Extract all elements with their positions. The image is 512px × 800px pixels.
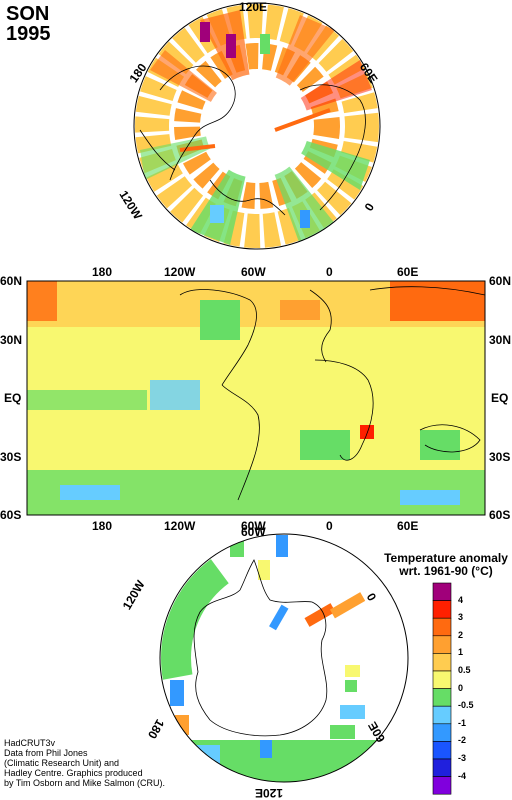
lat-label-eq-right: EQ [491, 391, 509, 405]
season-label: SON [6, 3, 50, 25]
legend-tick-label: -0.5 [458, 700, 474, 711]
lon-label-60w-top: 60W [241, 265, 266, 279]
credit-line: Hadley Centre. Graphics produced [4, 768, 143, 778]
legend-tick-label: -2 [458, 735, 467, 746]
world-map [26, 280, 486, 516]
legend-swatch [432, 776, 452, 795]
legend-tick-label: 3 [458, 612, 464, 623]
south-polar-map [159, 533, 409, 783]
north-polar-map [133, 2, 381, 250]
legend-colorbar [432, 582, 452, 795]
credit-line: HadCRUT3v [4, 738, 56, 748]
lon-label-60e-bottom: 60E [397, 519, 419, 533]
south-label-60w: 60W [241, 525, 266, 539]
credit-line: by Tim Osborn and Mike Salmon (CRU). [4, 778, 166, 788]
lat-label-60n-right: 60N [489, 274, 512, 288]
antarctica-coastline [193, 559, 328, 737]
lat-label-60n-left: 60N [0, 274, 23, 288]
legend-tick-label: 0 [458, 682, 464, 693]
legend-tick-label: 2 [458, 629, 464, 640]
lon-label-60w-bottom: 60W [241, 519, 266, 533]
north-coastlines [139, 65, 366, 216]
legend-swatch [432, 723, 452, 742]
legend-swatch [432, 705, 452, 725]
credit-line: (Climatic Research Unit) and [4, 758, 120, 768]
legend-tick-label: -1 [458, 717, 467, 728]
legend-title-line2: wrt. 1961-90 (°C) [399, 564, 493, 578]
lat-label-60s-right: 60S [489, 508, 511, 522]
legend-swatch [432, 688, 452, 707]
lat-label-30n-right: 30N [489, 333, 512, 347]
legend-swatch [432, 635, 452, 654]
lon-label-120w-bottom: 120W [164, 519, 196, 533]
legend-swatch [432, 600, 452, 619]
legend-swatch [432, 670, 452, 689]
lon-label-0-bottom: 0 [326, 519, 333, 533]
lon-label-60e-top: 60E [397, 265, 419, 279]
legend-tick-label: -4 [458, 770, 467, 781]
lon-label-120w-top: 120W [164, 265, 196, 279]
legend-swatch [432, 582, 452, 601]
legend-title-line1: Temperature anomaly [384, 551, 508, 565]
south-label-120e: 120E [255, 786, 284, 800]
legend-swatch [432, 741, 452, 760]
legend-tick-label: 1 [458, 647, 464, 658]
year-label: 1995 [6, 23, 51, 45]
lat-label-30n-left: 30N [0, 333, 23, 347]
world-coastlines [179, 286, 486, 501]
legend-swatch [432, 758, 452, 777]
north-label-120e: 120E [239, 0, 268, 14]
north-anomaly-cells [135, 4, 379, 248]
credit-line: Data from Phil Jones [4, 748, 88, 758]
lon-label-180-bottom: 180 [92, 519, 113, 533]
legend-swatch [432, 653, 452, 672]
credit-text: HadCRUT3v Data from Phil Jones (Climatic… [4, 738, 165, 788]
lon-label-0-top: 0 [326, 265, 333, 279]
lat-label-60s-left: 60S [0, 508, 22, 522]
legend-tick-label: 0.5 [458, 665, 471, 675]
legend-tick-label: -3 [458, 753, 467, 763]
lon-label-180-top: 180 [92, 265, 113, 279]
legend-swatch [432, 617, 452, 637]
legend-title: Temperature anomaly wrt. 1961-90 (°C) [380, 552, 512, 578]
lat-label-30s-left: 30S [0, 450, 22, 464]
lat-label-30s-right: 30S [489, 450, 511, 464]
lat-label-eq-left: EQ [4, 391, 22, 405]
legend-tick-label: 4 [458, 594, 464, 605]
